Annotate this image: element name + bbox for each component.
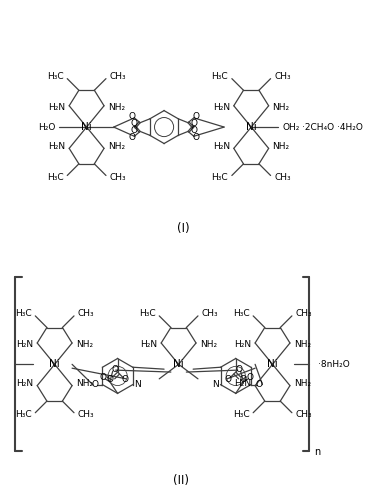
Text: NH₂: NH₂: [108, 103, 125, 112]
Text: H₃C: H₃C: [211, 173, 228, 182]
Text: N: N: [133, 380, 140, 389]
Text: H₂O: H₂O: [38, 123, 56, 132]
Text: H₂N: H₂N: [140, 341, 157, 350]
Text: NH₂: NH₂: [76, 341, 93, 350]
Text: CH₃: CH₃: [296, 309, 312, 318]
Text: O: O: [224, 375, 232, 384]
Text: O: O: [192, 112, 199, 121]
Text: Ni: Ni: [173, 359, 184, 369]
Text: NH₂: NH₂: [108, 142, 125, 151]
Text: O: O: [190, 126, 197, 135]
Text: Ni: Ni: [81, 122, 92, 132]
Text: O: O: [91, 380, 98, 389]
Text: (II): (II): [173, 474, 188, 487]
Text: O: O: [129, 112, 136, 121]
Text: Ni: Ni: [49, 359, 60, 369]
Text: O: O: [240, 375, 247, 384]
Text: Ni: Ni: [246, 122, 256, 132]
Text: OH₂: OH₂: [282, 123, 300, 132]
Text: O: O: [131, 126, 138, 135]
Text: H₃C: H₃C: [47, 173, 64, 182]
Text: H₃C: H₃C: [47, 72, 64, 81]
Text: O: O: [129, 133, 136, 142]
Text: n: n: [314, 447, 320, 457]
Text: H₂N: H₂N: [213, 142, 230, 151]
Text: NH₂: NH₂: [200, 341, 217, 350]
Text: H₂N: H₂N: [16, 341, 33, 350]
Text: H₂N: H₂N: [213, 103, 230, 112]
Text: H₂N: H₂N: [16, 379, 33, 388]
Text: H₂N: H₂N: [48, 103, 65, 112]
Text: CH₃: CH₃: [274, 72, 291, 81]
Text: CH₃: CH₃: [202, 309, 218, 318]
Text: H₂N: H₂N: [234, 341, 251, 350]
Text: H₃C: H₃C: [15, 410, 32, 419]
Text: NH₂: NH₂: [294, 341, 311, 350]
Text: O: O: [122, 375, 129, 384]
Text: O: O: [190, 119, 197, 128]
Text: NH₂: NH₂: [273, 142, 290, 151]
Text: H₃C: H₃C: [233, 410, 249, 419]
Text: H₂N: H₂N: [48, 142, 65, 151]
Text: N: N: [212, 380, 219, 389]
Text: NH₂: NH₂: [294, 379, 311, 388]
Text: (I): (I): [177, 222, 190, 235]
Text: ·8nH₂O: ·8nH₂O: [318, 360, 350, 369]
Text: O: O: [100, 373, 106, 382]
Text: O: O: [235, 365, 242, 374]
Text: O: O: [106, 375, 113, 384]
Text: H₃C: H₃C: [139, 309, 155, 318]
Text: NH₂: NH₂: [273, 103, 290, 112]
Text: CH₃: CH₃: [78, 410, 94, 419]
Text: O: O: [192, 133, 199, 142]
Text: O: O: [131, 119, 138, 128]
Text: H₃C: H₃C: [15, 309, 32, 318]
Text: CH₃: CH₃: [78, 309, 94, 318]
Text: CH₃: CH₃: [296, 410, 312, 419]
Text: ·2CH₄O ·4H₂O: ·2CH₄O ·4H₂O: [302, 123, 362, 132]
Text: H₃C: H₃C: [233, 309, 249, 318]
Text: Ni: Ni: [267, 359, 278, 369]
Text: CH₃: CH₃: [274, 173, 291, 182]
Text: NH₂: NH₂: [76, 379, 93, 388]
Text: O: O: [247, 373, 254, 382]
Text: CH₃: CH₃: [110, 173, 126, 182]
Text: H₃C: H₃C: [211, 72, 228, 81]
Text: CH₃: CH₃: [110, 72, 126, 81]
Text: O: O: [111, 365, 118, 374]
Text: O: O: [255, 380, 262, 389]
Text: H₂N: H₂N: [234, 379, 251, 388]
